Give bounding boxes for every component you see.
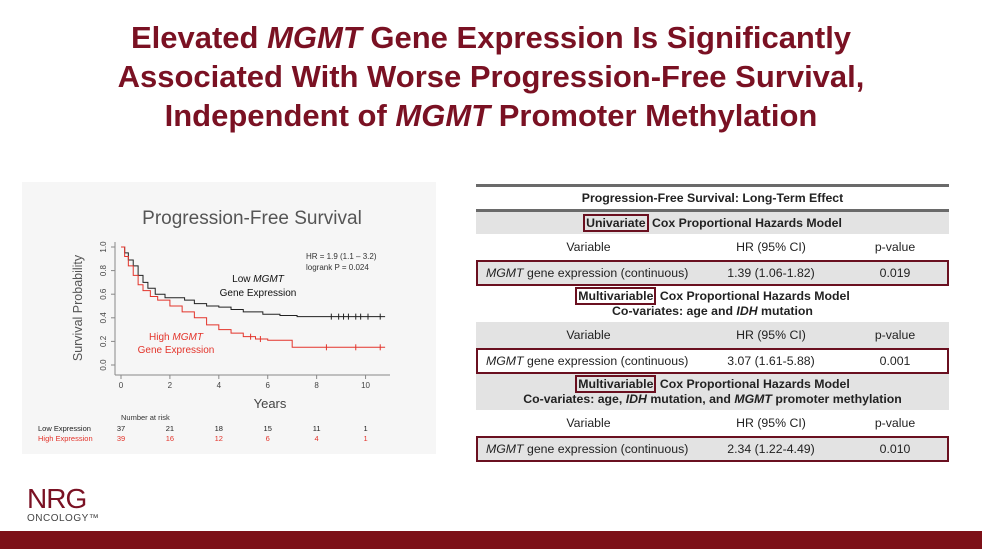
title-line-3: Independent of MGMT Promoter Methylation (164, 98, 818, 133)
footer-bar (0, 531, 982, 549)
x-tick-label: 6 (266, 381, 271, 390)
section-3-header: Variable HR (95% CI) p-value (566, 416, 916, 430)
nrg-oncology-logo: NRG ONCOLOGY™ (27, 483, 100, 525)
risk-value: 1 (363, 434, 367, 443)
logo-subtext: ONCOLOGY™ (27, 513, 100, 524)
col-hr: HR (95% CI) (736, 240, 806, 254)
multivariable-highlight: Multivariable (575, 375, 657, 393)
hr-value: 2.34 (1.22-4.49) (727, 442, 815, 456)
x-ticks: 0 2 4 6 8 10 (119, 375, 371, 390)
title-line-1: Elevated MGMT Gene Expression Is Signifi… (130, 20, 852, 55)
section-3-model: Multivariable Cox Proportional Hazards M… (476, 374, 949, 410)
x-tick-label: 2 (168, 381, 173, 390)
col-variable: Variable (566, 240, 611, 254)
low-expression-curve (121, 246, 386, 318)
risk-value: 37 (117, 424, 125, 433)
section-2-header: Variable HR (95% CI) p-value (476, 322, 949, 348)
y-tick-label: 0.8 (99, 264, 108, 276)
km-chart: Progression-Free Survival Survival Proba… (38, 208, 390, 443)
risk-value: 21 (166, 424, 174, 433)
high-series-label-1: High MGMT (149, 332, 204, 343)
slide-title: Elevated MGMT Gene Expression Is Signifi… (0, 18, 982, 135)
hr-value: 1.39 (1.06-1.82) (727, 266, 815, 280)
low-series-label-1: Low MGMT (232, 274, 285, 285)
risk-row-label: High Expression (38, 434, 93, 443)
logo-mark: NRG (27, 483, 87, 514)
x-tick-label: 0 (119, 381, 124, 390)
section-1-model: Univariate Cox Proportional Hazards Mode… (476, 209, 949, 234)
risk-value: 12 (215, 434, 223, 443)
y-tick-label: 0.2 (99, 335, 108, 347)
table-row: MGMT gene expression (continuous) 3.07 (… (476, 348, 949, 374)
y-axis-label: Survival Probability (71, 254, 85, 361)
p-value: 0.001 (879, 354, 911, 368)
hr-value: 3.07 (1.61-5.88) (727, 354, 815, 368)
hr-stat-text: HR = 1.9 (1.1 – 3.2) (306, 252, 377, 261)
x-tick-label: 10 (361, 381, 370, 390)
x-tick-label: 8 (314, 381, 319, 390)
p-value: 0.019 (879, 266, 911, 280)
section-1-header: Variable HR (95% CI) p-value (476, 234, 949, 260)
x-axis-label: Years (254, 396, 287, 411)
y-tick-label: 0.4 (99, 312, 108, 324)
x-tick-label: 4 (217, 381, 222, 390)
y-tick-label: 1.0 (99, 241, 108, 253)
chart-title: Progression-Free Survival (142, 208, 362, 229)
risk-value: 1 (363, 424, 367, 433)
y-ticks: 0.0 0.2 0.4 0.6 0.8 1.0 (99, 241, 115, 371)
y-tick-label: 0.0 (99, 359, 108, 371)
table-row: MGMT gene expression (continuous) 1.39 (… (476, 260, 949, 286)
risk-row-label: Low Expression (38, 424, 91, 433)
multivariable-highlight: Multivariable (575, 287, 657, 305)
table-row: MGMT gene expression (continuous) 2.34 (… (476, 436, 949, 462)
y-tick-label: 0.6 (99, 288, 108, 300)
risk-value: 15 (264, 424, 272, 433)
risk-value: 11 (313, 424, 321, 433)
km-chart-panel: Progression-Free Survival Survival Proba… (22, 182, 436, 454)
univariate-highlight: Univariate (583, 214, 649, 232)
risk-value: 18 (215, 424, 223, 433)
p-value: 0.010 (879, 442, 911, 456)
low-series-label-2: Gene Expression (220, 288, 297, 299)
high-expression-curve (121, 246, 386, 348)
col-pvalue: p-value (874, 240, 916, 254)
table-title: Progression-Free Survival: Long-Term Eff… (476, 184, 949, 209)
risk-value: 4 (315, 434, 319, 443)
risk-value: 39 (117, 434, 125, 443)
risk-value: 16 (166, 434, 174, 443)
logrank-stat-text: logrank P = 0.024 (306, 263, 369, 272)
km-curves (121, 246, 386, 351)
risk-table-header: Number at risk (121, 413, 170, 422)
section-2-model: Multivariable Cox Proportional Hazards M… (476, 286, 949, 322)
results-table: Progression-Free Survival: Long-Term Eff… (476, 184, 949, 462)
risk-value: 6 (266, 434, 270, 443)
high-series-label-2: Gene Expression (138, 345, 215, 356)
title-line-2: Associated With Worse Progression-Free S… (117, 59, 865, 94)
